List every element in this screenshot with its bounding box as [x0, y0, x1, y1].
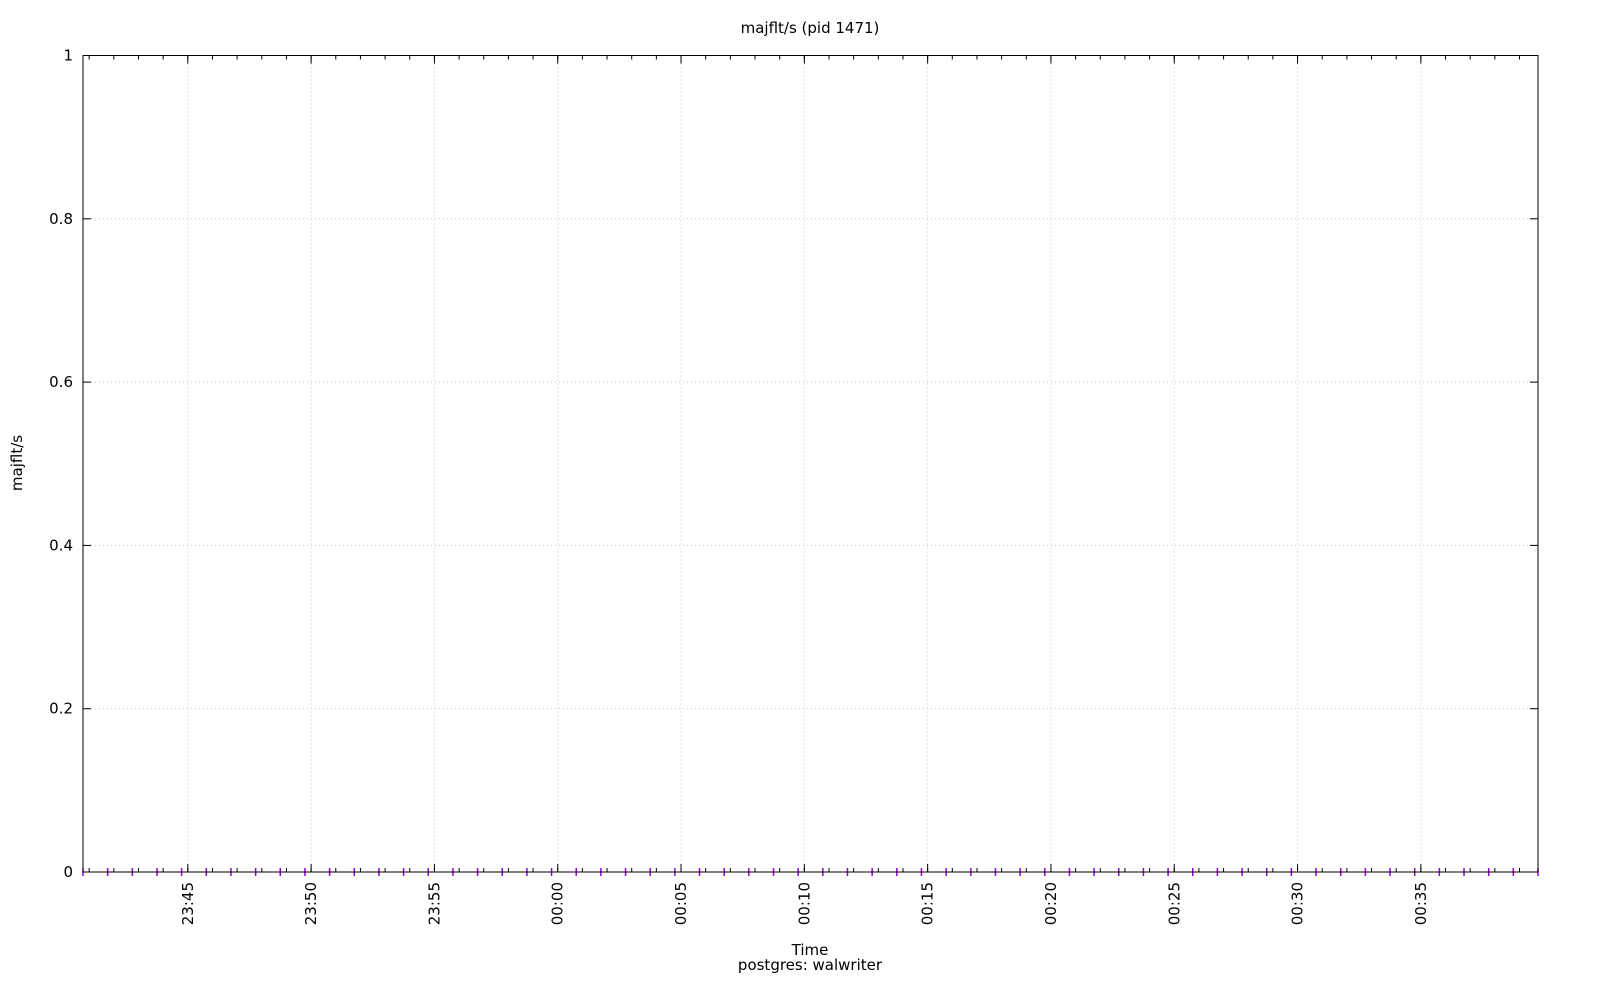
x-tick-label: 00:15 [919, 882, 937, 925]
chart-subtitle: postgres: walwriter [738, 956, 883, 974]
x-axis-label: Time [791, 941, 829, 959]
y-tick-label: 0.4 [49, 536, 73, 554]
x-tick-label: 00:30 [1289, 882, 1307, 925]
x-tick-label: 00:00 [549, 882, 567, 925]
x-tick-label: 23:50 [302, 882, 320, 925]
x-tick-label: 23:45 [179, 882, 197, 925]
x-tick-label: 00:35 [1412, 882, 1430, 925]
x-tick-label: 00:05 [672, 882, 690, 925]
x-tick-label: 00:10 [795, 882, 813, 925]
plot-border [82, 55, 1539, 873]
y-axis-label: majflt/s [8, 435, 26, 491]
x-tick-label: 00:25 [1165, 882, 1183, 925]
y-tick-label: 1 [63, 47, 73, 65]
grid [83, 55, 1538, 872]
axis-ticks [83, 55, 1538, 873]
x-tick-label: 00:20 [1042, 882, 1060, 925]
y-tick-label: 0 [63, 863, 73, 881]
y-tick-label: 0.8 [49, 210, 73, 228]
y-tick-label: 0.2 [49, 700, 73, 718]
y-tick-label: 0.6 [49, 373, 73, 391]
chart-title: majflt/s (pid 1471) [741, 19, 880, 37]
x-tick-label: 23:55 [425, 882, 443, 925]
